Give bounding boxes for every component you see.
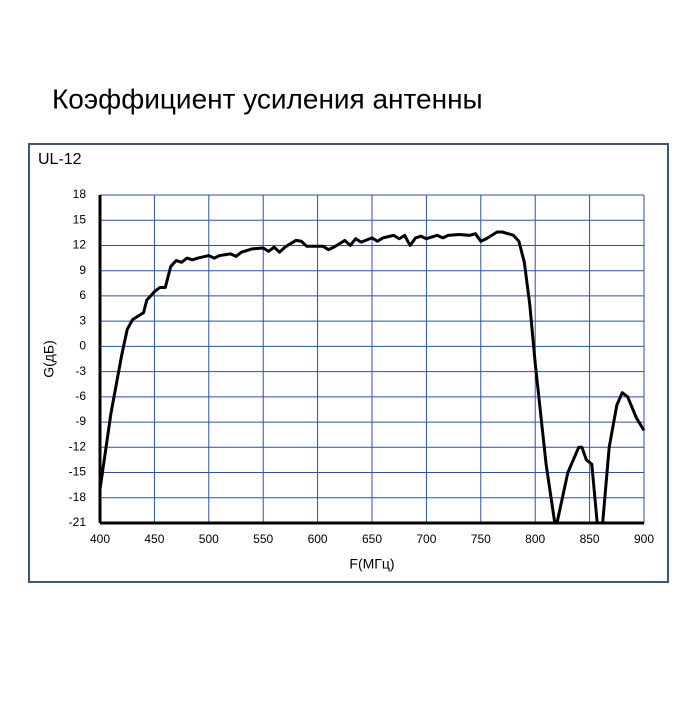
x-tick-label: 450 [144, 532, 164, 546]
x-tick-label: 700 [416, 532, 436, 546]
y-tick-label: 0 [79, 339, 86, 353]
x-tick-label: 500 [199, 532, 219, 546]
x-tick-label: 850 [580, 532, 600, 546]
x-tick-label: 650 [362, 532, 382, 546]
data-line [98, 230, 646, 525]
x-tick-label: 900 [634, 532, 654, 546]
chart-title: Коэффициент усиления антенны [52, 83, 483, 114]
y-tick-label: 6 [79, 288, 86, 302]
x-tick-label: 400 [90, 532, 110, 546]
x-tick-label: 800 [525, 532, 545, 546]
y-tick-label: -9 [75, 414, 86, 428]
y-tick-label: -15 [69, 465, 87, 479]
frame [28, 143, 669, 583]
x-tick-label: 600 [308, 532, 328, 546]
y-tick-label: 12 [73, 238, 87, 252]
x-tick-label: 550 [253, 532, 273, 546]
y-tick-label: -21 [69, 515, 87, 529]
y-tick-label: -18 [69, 490, 87, 504]
y-axis-label: G(дБ) [41, 340, 57, 378]
y-tick-label: 9 [79, 263, 86, 277]
x-axis-label: F(МГц) [349, 556, 394, 572]
y-tick-label: 15 [73, 212, 87, 226]
x-tick-label: 750 [471, 532, 491, 546]
subtitle: UL-12 [38, 151, 82, 168]
y-tick-label: -3 [75, 364, 86, 378]
y-tick-label: -12 [69, 439, 87, 453]
y-tick-label: 3 [79, 313, 86, 327]
y-tick-label: -6 [75, 389, 86, 403]
y-tick-label: 18 [73, 187, 87, 201]
